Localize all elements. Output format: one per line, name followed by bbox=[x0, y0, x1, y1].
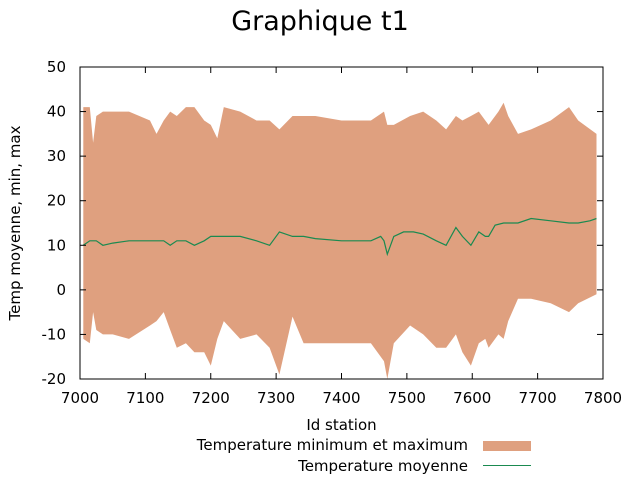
x-tick-label: 7600 bbox=[453, 389, 491, 407]
y-tick-label: -20 bbox=[42, 370, 67, 388]
legend-label-minmax: Temperature minimum et maximum bbox=[196, 436, 468, 454]
y-tick-label: 20 bbox=[47, 192, 66, 210]
y-tick-label: 30 bbox=[47, 147, 66, 165]
legend-label-mean: Temperature moyenne bbox=[298, 457, 468, 475]
y-axis-ticks: -20 -10 0 10 20 30 40 50 bbox=[42, 58, 603, 388]
x-tick-label: 7100 bbox=[126, 389, 164, 407]
y-tick-label: 0 bbox=[56, 281, 66, 299]
x-tick-label: 7800 bbox=[584, 389, 622, 407]
x-axis-label: Id station bbox=[306, 416, 377, 434]
line-layer bbox=[82, 217, 597, 257]
x-tick-label: 7400 bbox=[322, 389, 360, 407]
x-tick-label: 7700 bbox=[519, 389, 557, 407]
y-tick-label: 50 bbox=[47, 58, 66, 76]
y-tick-label: 10 bbox=[47, 236, 66, 254]
legend-swatch-mean bbox=[483, 465, 531, 466]
y-tick-label: 40 bbox=[47, 103, 66, 121]
x-tick-label: 7300 bbox=[257, 389, 295, 407]
chart-title: Graphique t1 bbox=[231, 6, 409, 37]
x-axis-ticks: 7000 7100 7200 7300 7400 7500 7600 7700 7800 bbox=[61, 67, 622, 407]
x-tick-label: 7000 bbox=[61, 389, 99, 407]
mean-line bbox=[82, 217, 597, 257]
x-tick-label: 7200 bbox=[192, 389, 230, 407]
legend-swatch-minmax bbox=[483, 441, 531, 451]
x-tick-label: 7500 bbox=[388, 389, 426, 407]
y-tick-label: -10 bbox=[42, 325, 67, 343]
y-axis-label: Temp moyenne, min, max bbox=[6, 125, 24, 321]
